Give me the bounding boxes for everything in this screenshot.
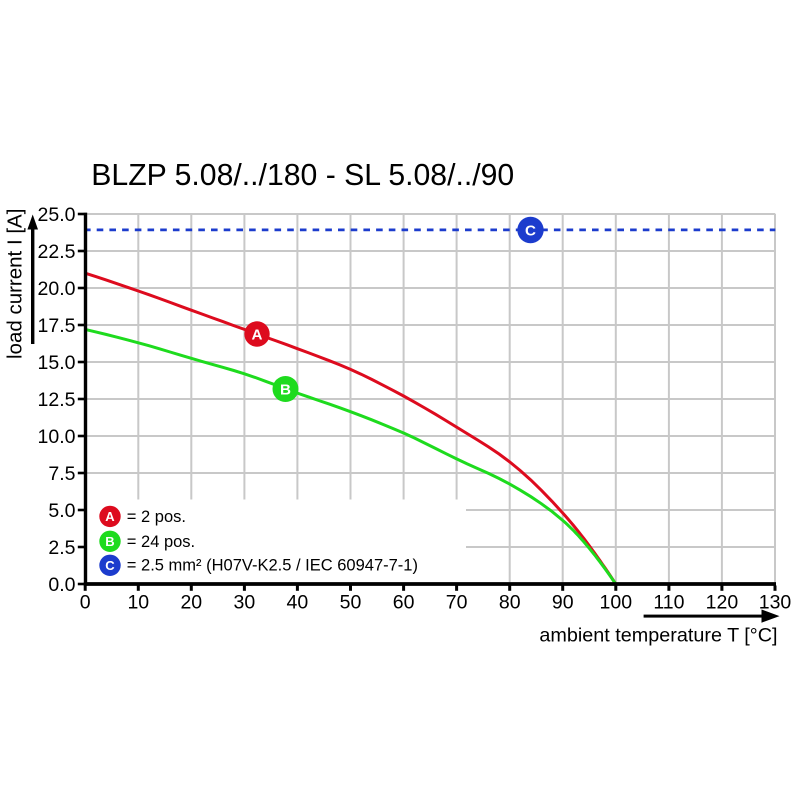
- svg-text:12.5: 12.5: [38, 389, 76, 411]
- svg-text:0: 0: [80, 592, 91, 614]
- svg-text:15.0: 15.0: [38, 352, 76, 374]
- svg-text:25.0: 25.0: [38, 204, 76, 226]
- svg-text:130: 130: [759, 592, 792, 614]
- svg-text:20.0: 20.0: [38, 278, 76, 300]
- svg-text:22.5: 22.5: [38, 241, 76, 263]
- svg-text:A: A: [252, 327, 263, 344]
- svg-text:C: C: [525, 223, 536, 240]
- svg-text:7.5: 7.5: [48, 463, 75, 485]
- svg-text:90: 90: [552, 592, 574, 614]
- svg-text:ambient temperature T [°C]: ambient temperature T [°C]: [539, 625, 777, 647]
- svg-text:70: 70: [446, 592, 468, 614]
- svg-text:10.0: 10.0: [38, 426, 76, 448]
- svg-text:17.5: 17.5: [38, 315, 76, 337]
- svg-text:110: 110: [653, 592, 684, 614]
- svg-text:= 2 pos.: = 2 pos.: [127, 508, 186, 526]
- svg-text:0.0: 0.0: [48, 574, 75, 596]
- svg-text:80: 80: [499, 592, 521, 614]
- svg-text:50: 50: [340, 592, 362, 614]
- svg-text:A: A: [105, 509, 115, 524]
- svg-text:10: 10: [127, 592, 149, 614]
- svg-text:BLZP 5.08/../180 - SL 5.08/../: BLZP 5.08/../180 - SL 5.08/../90: [91, 159, 514, 192]
- svg-text:2.5: 2.5: [48, 537, 75, 559]
- svg-text:B: B: [105, 534, 114, 549]
- svg-text:= 2.5 mm² (H07V-K2.5 / IEC 609: = 2.5 mm² (H07V-K2.5 / IEC 60947-7-1): [127, 557, 418, 575]
- svg-text:B: B: [280, 382, 291, 399]
- svg-text:100: 100: [600, 592, 633, 614]
- svg-text:60: 60: [393, 592, 415, 614]
- svg-text:40: 40: [287, 592, 309, 614]
- svg-text:20: 20: [180, 592, 202, 614]
- svg-text:120: 120: [706, 592, 739, 614]
- svg-text:5.0: 5.0: [48, 500, 75, 522]
- svg-text:= 24 pos.: = 24 pos.: [127, 533, 195, 551]
- svg-text:load current I [A]: load current I [A]: [4, 209, 27, 359]
- svg-text:30: 30: [234, 592, 256, 614]
- svg-text:C: C: [105, 558, 115, 573]
